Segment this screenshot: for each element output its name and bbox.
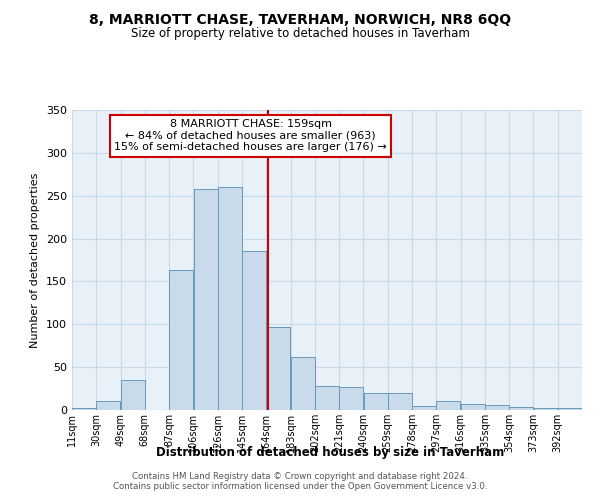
Y-axis label: Number of detached properties: Number of detached properties <box>31 172 40 348</box>
Bar <box>364 393 388 410</box>
Text: Contains HM Land Registry data © Crown copyright and database right 2024.: Contains HM Land Registry data © Crown c… <box>132 472 468 481</box>
Bar <box>388 393 412 410</box>
Bar <box>266 327 290 410</box>
Bar <box>558 408 582 410</box>
Text: Contains public sector information licensed under the Open Government Licence v3: Contains public sector information licen… <box>113 482 487 491</box>
Bar <box>315 386 339 410</box>
Bar <box>533 408 557 410</box>
Bar <box>412 406 436 410</box>
Bar <box>72 408 96 410</box>
Bar <box>242 252 266 410</box>
Text: Distribution of detached houses by size in Taverham: Distribution of detached houses by size … <box>156 446 504 459</box>
Bar <box>509 406 533 410</box>
Bar <box>218 187 242 410</box>
Bar <box>461 404 485 410</box>
Text: 8 MARRIOTT CHASE: 159sqm
← 84% of detached houses are smaller (963)
15% of semi-: 8 MARRIOTT CHASE: 159sqm ← 84% of detach… <box>114 119 387 152</box>
Bar <box>194 189 218 410</box>
Bar <box>485 405 509 410</box>
Bar <box>97 402 121 410</box>
Bar <box>339 387 364 410</box>
Text: Size of property relative to detached houses in Taverham: Size of property relative to detached ho… <box>131 28 469 40</box>
Bar <box>121 380 145 410</box>
Bar <box>169 270 193 410</box>
Bar <box>290 357 315 410</box>
Text: 8, MARRIOTT CHASE, TAVERHAM, NORWICH, NR8 6QQ: 8, MARRIOTT CHASE, TAVERHAM, NORWICH, NR… <box>89 12 511 26</box>
Bar <box>436 402 460 410</box>
